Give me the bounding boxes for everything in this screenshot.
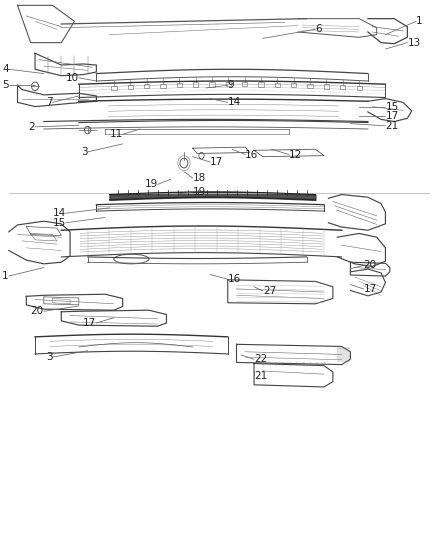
Text: 11: 11	[110, 130, 123, 139]
Text: 19: 19	[145, 180, 158, 189]
Text: 13: 13	[407, 38, 420, 47]
Text: 17: 17	[364, 284, 377, 294]
Text: 12: 12	[289, 150, 302, 159]
Text: 21: 21	[254, 372, 267, 381]
Text: 27: 27	[263, 286, 276, 296]
Text: 3: 3	[46, 352, 53, 362]
Text: 15: 15	[53, 218, 66, 228]
Text: 14: 14	[53, 208, 66, 218]
Text: 3: 3	[81, 147, 88, 157]
Text: 17: 17	[385, 111, 399, 121]
Text: 19: 19	[193, 187, 206, 197]
Text: 20: 20	[364, 261, 377, 270]
Text: 17: 17	[83, 318, 96, 328]
Text: 18: 18	[193, 173, 206, 183]
Text: 14: 14	[228, 98, 241, 107]
Text: 1: 1	[2, 271, 9, 281]
Text: 5: 5	[2, 80, 9, 90]
Text: 9: 9	[228, 80, 234, 90]
Text: 22: 22	[254, 354, 267, 364]
Text: 20: 20	[31, 306, 44, 316]
Text: 10: 10	[66, 73, 79, 83]
Text: 21: 21	[385, 121, 399, 131]
Text: 6: 6	[315, 25, 322, 34]
Text: 16: 16	[245, 150, 258, 159]
Text: 7: 7	[46, 98, 53, 107]
Text: 16: 16	[228, 274, 241, 284]
Text: 1: 1	[416, 17, 423, 26]
Text: 15: 15	[385, 102, 399, 111]
Text: 17: 17	[210, 157, 223, 167]
Text: 2: 2	[28, 122, 35, 132]
Text: 4: 4	[2, 64, 9, 74]
